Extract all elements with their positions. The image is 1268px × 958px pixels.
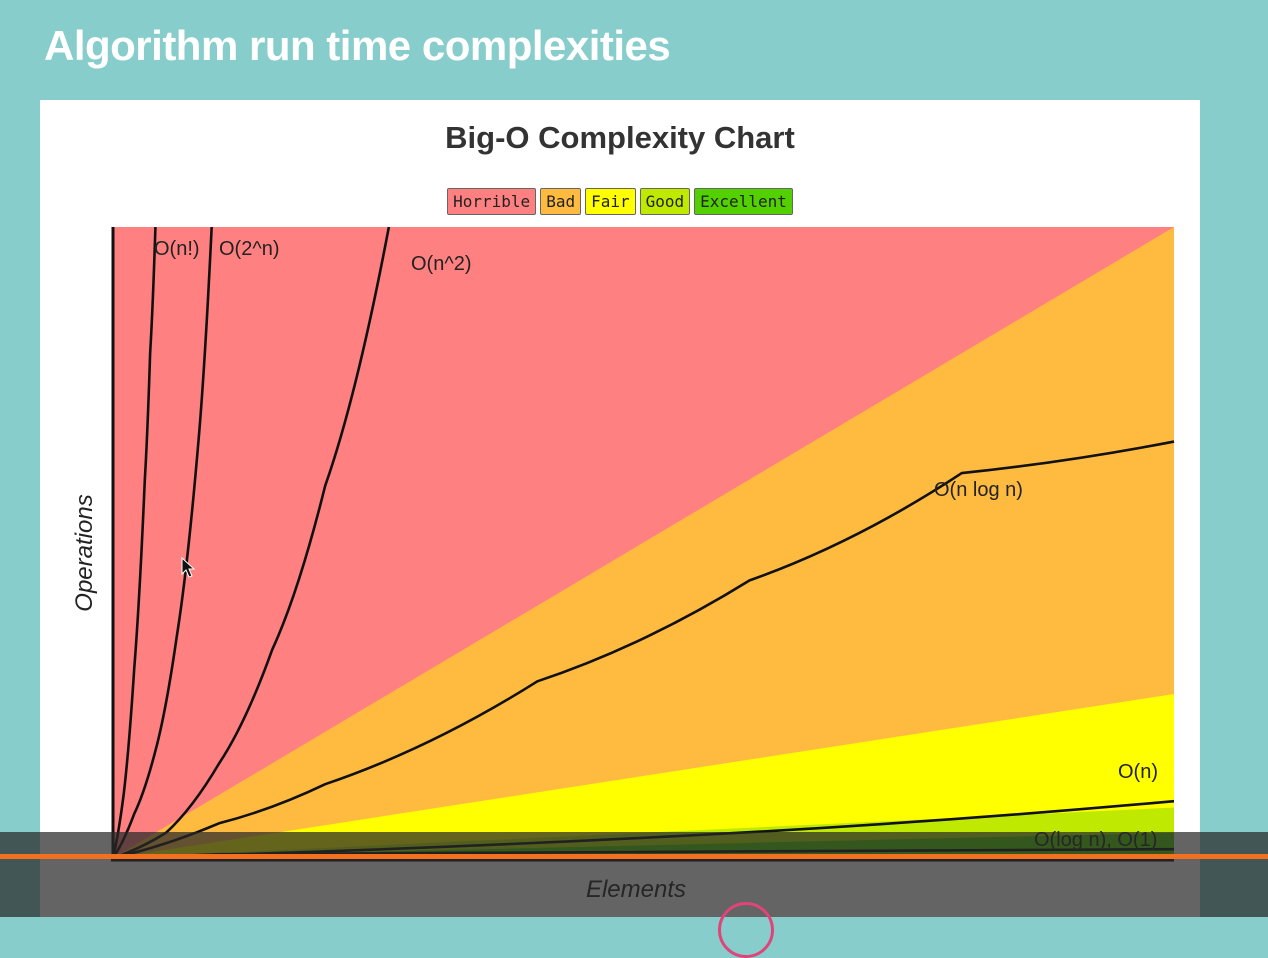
complexity-plot: O(n!)O(2^n)O(n^2)O(n log n)O(n)O(log n),…	[71, 226, 1175, 903]
series-o-n-log-n-	[112, 440, 1175, 860]
series-o-2-n-	[111, 226, 213, 859]
playhead-icon[interactable]	[718, 902, 774, 958]
series-label-o-n-2-: O(n^2)	[411, 253, 472, 275]
series-o-n-2-	[112, 226, 391, 860]
series-label-o-n-: O(n!)	[154, 238, 200, 260]
legend-item-horrible: Horrible	[447, 188, 537, 215]
series-label-o-n-: O(n)	[1118, 761, 1158, 783]
slide-title: Algorithm run time complexities	[44, 22, 671, 69]
legend-item-good: Good	[639, 188, 691, 215]
y-axis-label: Operations	[71, 494, 98, 611]
legend-item-fair: Fair	[585, 188, 636, 215]
video-controls-overlay	[0, 832, 1268, 917]
series-label-o-2-n-: O(2^n)	[219, 238, 280, 260]
series-o-n-	[111, 226, 157, 859]
legend-item-bad: Bad	[540, 188, 582, 215]
series-label-o-n-log-n-: O(n log n)	[934, 479, 1023, 501]
zone-fair	[113, 693, 1174, 858]
cursor-icon	[181, 556, 196, 578]
video-progress-bar[interactable]	[0, 854, 1268, 859]
video-progress-fill	[0, 854, 1268, 859]
chart-legend: Horrible Bad Fair Good Excellent	[40, 188, 1200, 215]
legend-item-excellent: Excellent	[694, 188, 793, 215]
zone-bad	[113, 227, 1174, 858]
chart-title: Big-O Complexity Chart	[445, 120, 795, 155]
